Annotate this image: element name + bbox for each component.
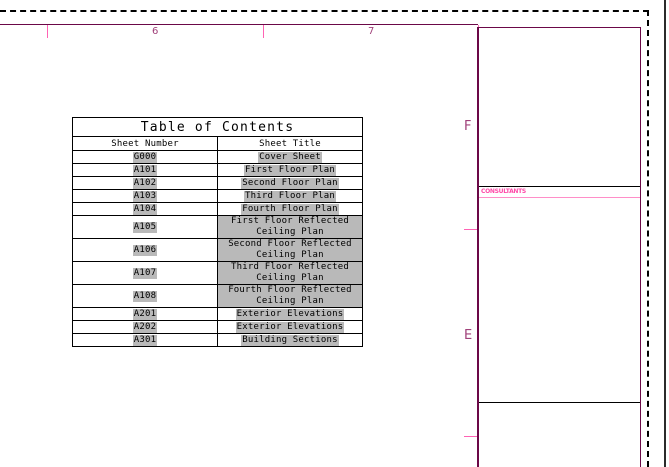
table-of-contents-title: Table of Contents: [72, 117, 363, 137]
sheet-number-text: A108: [132, 290, 158, 302]
cell-sheet-number[interactable]: A104: [72, 202, 218, 216]
sheet-title-text: Building Sections: [241, 334, 339, 346]
sheet-title-text: First Floor Reflected Ceiling Plan: [218, 216, 362, 238]
grid-tick-column-7: [263, 25, 264, 38]
cell-sheet-title[interactable]: First Floor Reflected Ceiling Plan: [217, 215, 363, 239]
sheet-number-text: G000: [132, 151, 158, 163]
table-row[interactable]: A105 First Floor Reflected Ceiling Plan: [72, 215, 363, 239]
table-row[interactable]: A106 Second Floor Reflected Ceiling Plan: [72, 238, 363, 262]
sheet-number-text: A103: [132, 190, 158, 202]
cell-sheet-number[interactable]: A107: [72, 261, 218, 285]
sheet-number-text: A107: [132, 267, 158, 279]
titleblock-divider-above-consultants: [479, 186, 640, 187]
cell-sheet-title[interactable]: Cover Sheet: [217, 150, 363, 164]
cell-sheet-number[interactable]: A301: [72, 333, 218, 347]
cell-sheet-title[interactable]: Second Floor Reflected Ceiling Plan: [217, 238, 363, 262]
table-row[interactable]: G000 Cover Sheet: [72, 150, 363, 164]
table-row[interactable]: A107 Third Floor Reflected Ceiling Plan: [72, 261, 363, 285]
sheet-title-text: Fourth Floor Plan: [241, 203, 339, 215]
sheet-title-text: Third Floor Reflected Ceiling Plan: [218, 262, 362, 284]
sheet-title-text: Third Floor Plan: [244, 190, 336, 202]
table-of-contents-body: Table of Contents Sheet Number Sheet Tit…: [72, 117, 363, 347]
table-row[interactable]: A103 Third Floor Plan: [72, 189, 363, 203]
table-row[interactable]: A301 Building Sections: [72, 333, 363, 347]
grid-tick-column-6: [47, 25, 48, 38]
cell-sheet-number[interactable]: A102: [72, 176, 218, 190]
table-row[interactable]: A202 Exterior Elevations: [72, 320, 363, 334]
cell-sheet-number[interactable]: A105: [72, 215, 218, 239]
grid-datum-line-vertical: [477, 27, 478, 467]
grid-tick-row-below-e: [464, 436, 477, 437]
table-row[interactable]: A101 First Floor Plan: [72, 163, 363, 177]
cell-sheet-title[interactable]: Third Floor Plan: [217, 189, 363, 203]
grid-label-column-6: 6: [152, 26, 159, 37]
sheet-title-text: Second Floor Reflected Ceiling Plan: [218, 239, 362, 261]
cell-sheet-title[interactable]: Third Floor Reflected Ceiling Plan: [217, 261, 363, 285]
viewport-boundary-top: [0, 10, 649, 12]
sheet-title-text: Fourth Floor Reflected Ceiling Plan: [218, 285, 362, 307]
sheet-number-text: A105: [132, 221, 158, 233]
cell-sheet-title[interactable]: Fourth Floor Reflected Ceiling Plan: [217, 284, 363, 308]
sheet-number-text: A102: [132, 177, 158, 189]
cell-sheet-title[interactable]: First Floor Plan: [217, 163, 363, 177]
titleblock-divider-lower: [479, 402, 640, 403]
cell-sheet-number[interactable]: A106: [72, 238, 218, 262]
cell-sheet-title[interactable]: Exterior Elevations: [217, 320, 363, 334]
sheet-title-text: First Floor Plan: [244, 164, 336, 176]
cell-sheet-number[interactable]: A202: [72, 320, 218, 334]
titleblock-panel[interactable]: [478, 27, 641, 467]
sheet-title-text: Cover Sheet: [258, 151, 322, 163]
sheet-title-text: Exterior Elevations: [235, 308, 345, 320]
cell-sheet-title[interactable]: Building Sections: [217, 333, 363, 347]
sheet-number-text: A202: [132, 321, 158, 333]
sheet-number-text: A201: [132, 308, 158, 320]
titleblock-consultants-label: CONSULTANTS: [481, 188, 526, 195]
grid-label-row-f: F: [464, 119, 472, 134]
table-title-row: Table of Contents: [72, 117, 363, 137]
cell-sheet-number[interactable]: A108: [72, 284, 218, 308]
grid-label-column-7: 7: [368, 26, 375, 37]
table-of-contents[interactable]: Table of Contents Sheet Number Sheet Tit…: [72, 117, 363, 347]
cell-sheet-title[interactable]: Fourth Floor Plan: [217, 202, 363, 216]
table-row[interactable]: A201 Exterior Elevations: [72, 307, 363, 321]
cell-sheet-number[interactable]: A101: [72, 163, 218, 177]
sheet-number-text: A101: [132, 164, 158, 176]
grid-tick-row-between-f-e: [464, 229, 477, 230]
grid-label-row-e: E: [464, 328, 473, 343]
sheet-number-text: A104: [132, 203, 158, 215]
sheet-title-text: Exterior Elevations: [235, 321, 345, 333]
sheet-number-text: A106: [132, 244, 158, 256]
cell-sheet-title[interactable]: Second Floor Plan: [217, 176, 363, 190]
cell-sheet-number[interactable]: A201: [72, 307, 218, 321]
cell-sheet-number[interactable]: A103: [72, 189, 218, 203]
sheet-number-text: A301: [132, 334, 158, 346]
titleblock-divider-below-consultants: [479, 197, 640, 198]
table-row[interactable]: A102 Second Floor Plan: [72, 176, 363, 190]
grid-datum-line-horizontal: [0, 24, 478, 25]
sheet-title-text: Second Floor Plan: [241, 177, 339, 189]
column-header-sheet-title: Sheet Title: [217, 136, 363, 151]
table-row[interactable]: A104 Fourth Floor Plan: [72, 202, 363, 216]
cell-sheet-number[interactable]: G000: [72, 150, 218, 164]
window-right-edge-rule: [664, 0, 666, 467]
table-row[interactable]: A108 Fourth Floor Reflected Ceiling Plan: [72, 284, 363, 308]
cell-sheet-title[interactable]: Exterior Elevations: [217, 307, 363, 321]
table-header-row: Sheet Number Sheet Title: [72, 136, 363, 151]
viewport-boundary-right: [647, 10, 649, 467]
column-header-sheet-number: Sheet Number: [72, 136, 218, 151]
